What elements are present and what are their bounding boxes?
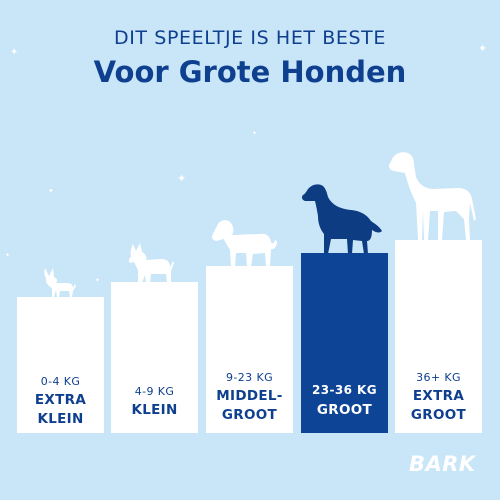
size-label-line1: MIDDEL-	[216, 388, 283, 404]
headline-subtitle: DIT SPEELTJE IS HET BESTE	[114, 27, 386, 49]
size-bar-extra-large: 36+ KG EXTRA GROOT	[395, 240, 482, 433]
size-bar-extra-small: 0-4 KG EXTRA KLEIN	[17, 297, 104, 433]
star-icon: ✦	[5, 252, 11, 259]
star-icon: ✦	[252, 130, 258, 137]
star-icon: ✦	[95, 277, 101, 284]
size-label-line1: EXTRA	[34, 392, 87, 408]
size-label-line1: GROOT	[316, 402, 373, 418]
size-label-line2: GROOT	[410, 407, 467, 423]
size-label-line2: GROOT	[221, 407, 278, 423]
star-icon: ✦	[177, 172, 187, 185]
weight-label: 23-36 KG	[312, 383, 377, 397]
brand-logo-text: BARK	[409, 452, 476, 476]
size-bar-medium-large: 9-23 KG MIDDEL- GROOT	[206, 266, 293, 433]
great-dane-icon	[386, 151, 478, 241]
size-label: KLEIN	[111, 401, 198, 420]
size-label: MIDDEL- GROOT	[206, 387, 293, 425]
weight-label: 4-9 KG	[134, 385, 175, 398]
star-icon: ✦	[48, 187, 54, 195]
weight-label: 0-4 KG	[40, 375, 81, 388]
retriever-icon	[301, 183, 383, 255]
size-label-line1: EXTRA	[412, 388, 465, 404]
terrier-icon	[127, 242, 175, 284]
star-icon: ✦	[10, 47, 19, 58]
size-label: GROOT	[301, 401, 388, 420]
weight-label: 9-23 KG	[226, 371, 273, 384]
chihuahua-icon	[41, 266, 77, 298]
size-bar-small: 4-9 KG KLEIN	[111, 282, 198, 433]
size-label-line1: KLEIN	[131, 402, 178, 418]
size-label: EXTRA KLEIN	[17, 391, 104, 429]
headline-title: Voor Grote Honden	[93, 55, 407, 89]
star-icon: ✦	[478, 42, 488, 55]
bark-logo-icon: BARK	[409, 452, 489, 478]
size-label: EXTRA GROOT	[395, 387, 482, 425]
medium-dog-icon	[210, 218, 278, 268]
weight-label: 36+ KG	[416, 371, 461, 384]
size-bar-large: 23-36 KG GROOT	[301, 253, 388, 433]
size-label-line2: KLEIN	[37, 411, 84, 427]
